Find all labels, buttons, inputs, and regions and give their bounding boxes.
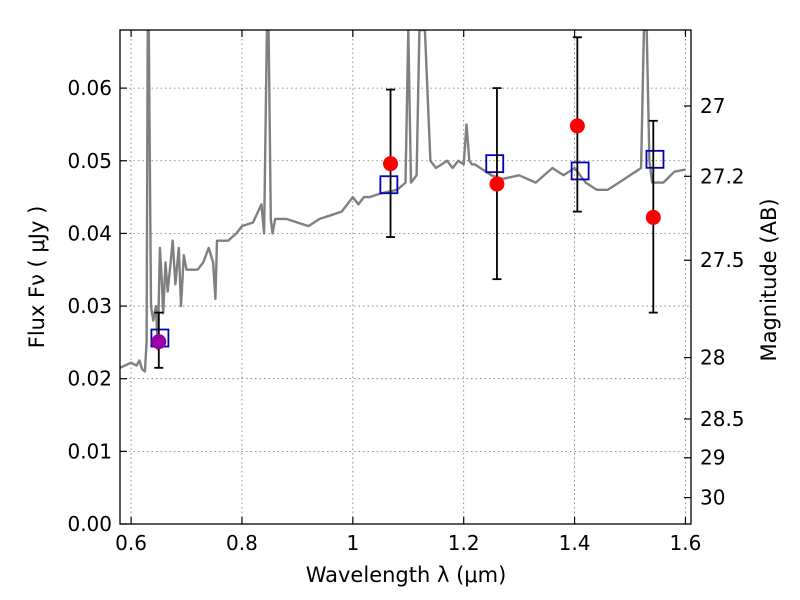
synthetic-flux-square (379, 175, 399, 195)
x-tick-label: 1.4 (559, 531, 591, 555)
synthetic-flux-square (485, 154, 505, 174)
right-axis-tick-label: 28 (700, 346, 725, 370)
observed-flux-point (569, 118, 585, 134)
x-tick-label: 0.8 (226, 531, 258, 555)
right-axis-tick-label: 27 (700, 94, 725, 118)
model-spectrum-line (120, 30, 686, 373)
y-tick-label: 0.06 (67, 76, 112, 100)
y-axis-label: Flux Fν ( μJy ) (25, 206, 49, 349)
markers (150, 36, 665, 369)
observed-flux-point (151, 334, 167, 350)
y-tick-label: 0.03 (67, 294, 112, 318)
plot-frame (119, 29, 692, 525)
x-tick-label: 0.6 (115, 531, 147, 555)
synthetic-flux-square (645, 149, 665, 169)
y-tick-label: 0.04 (67, 221, 112, 245)
right-axis-tick-label: 30 (700, 486, 725, 510)
observed-flux-point (383, 156, 399, 172)
x-tick-label: 1.2 (448, 531, 480, 555)
y-tick-label: 0.01 (67, 439, 112, 463)
right-axis-tick-label: 27.5 (700, 248, 745, 272)
x-axis-label: Wavelength λ (μm) (306, 563, 507, 587)
synthetic-flux-square (570, 161, 590, 181)
observed-flux-point (489, 176, 505, 192)
y-tick-label: 0.02 (67, 367, 112, 391)
right-axis-label: Magnitude (AB) (757, 198, 781, 361)
x-tick-label: 1.6 (670, 531, 702, 555)
axes: 0.6 0.8 1 1.2 1.4 1.6 0.00 0.01 0.02 0.03 0.04 0.05… (67, 30, 745, 555)
x-tick-label: 1 (346, 531, 359, 555)
grid (120, 30, 691, 524)
y-tick-label: 0.00 (67, 512, 112, 536)
right-axis-tick-label: 28.5 (700, 407, 745, 431)
y-tick-label: 0.05 (67, 149, 112, 173)
right-axis-tick-label: 27.2 (700, 164, 745, 188)
right-axis-tick-label: 29 (700, 446, 725, 470)
observed-flux-point (645, 209, 661, 225)
plot-area (120, 30, 686, 373)
